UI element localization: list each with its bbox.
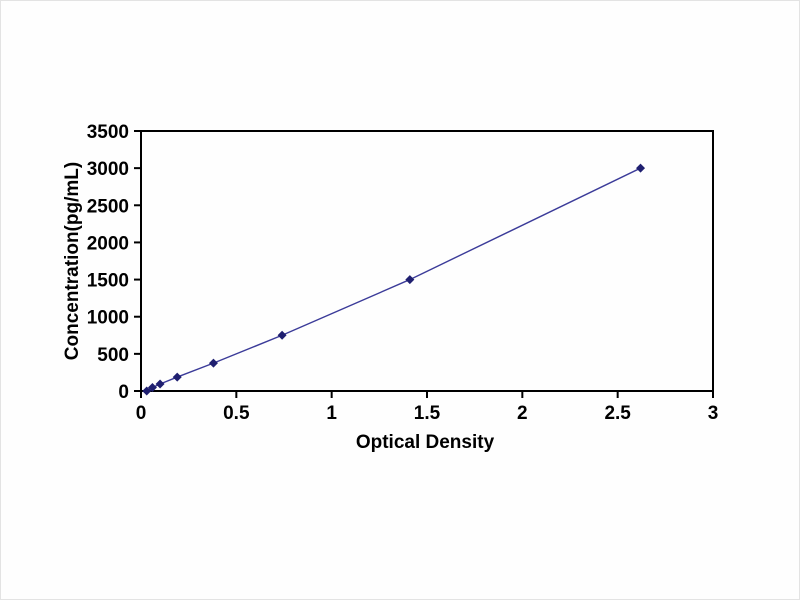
x-tick-label: 2 [517,403,528,424]
x-tick-label: 1 [326,403,337,424]
data-point-marker [142,386,152,396]
y-tick-label: 1500 [87,271,129,292]
x-tick-label: 0 [136,403,147,424]
x-tick-label: 3 [708,403,719,424]
data-point-marker [155,379,165,389]
x-tick-label: 1.5 [414,403,441,424]
y-axis-label: Concentration(pg/mL) [62,161,83,361]
y-tick-label: 0 [118,382,129,403]
curve-line [146,167,641,392]
y-tick-label: 3000 [87,159,129,180]
x-tick-label: 2.5 [604,403,631,424]
data-point-marker [405,275,415,285]
data-point-marker [636,163,646,173]
data-point-marker [172,372,182,382]
y-tick-label: 2500 [87,196,129,217]
data-point-marker [277,330,287,340]
plot-area [140,130,714,392]
y-tick-label: 1000 [87,308,129,329]
y-tick-label: 3500 [87,122,129,143]
x-tick-label: 0.5 [223,403,250,424]
y-tick-label: 2000 [87,233,129,254]
x-axis-label: Optical Density [355,432,495,453]
y-tick-label: 500 [97,345,129,366]
data-point-marker [208,358,218,368]
data-point-marker [147,383,157,393]
